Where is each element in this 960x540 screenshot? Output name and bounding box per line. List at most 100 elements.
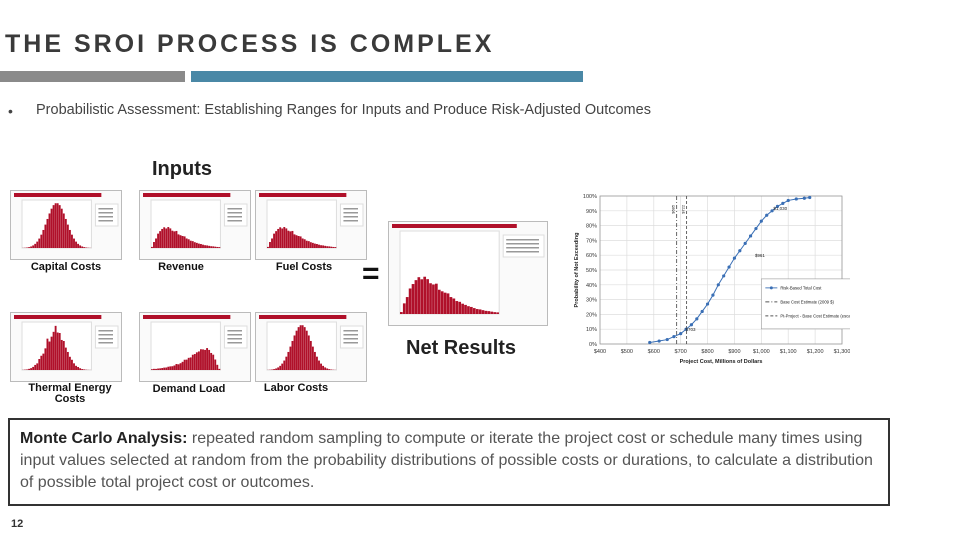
histogram-bar [167,227,170,248]
histogram-bar [289,346,292,370]
histogram-bar [193,242,196,248]
histogram-bar [60,339,63,370]
input-3-histogram [10,312,122,382]
monte-carlo-text: repeated random sampling to compute or i… [20,430,873,491]
histogram-bar [54,203,57,248]
histogram-bar [64,218,67,248]
y-tick-label: 70% [586,238,597,244]
histogram-bar [458,301,462,314]
curve-point [775,204,780,208]
y-tick-label: 30% [586,298,597,304]
curve-point [738,249,742,253]
histogram-bar [191,354,194,370]
histogram-bar [52,331,55,370]
histogram-bar [81,369,84,370]
histogram-bar [478,309,482,314]
curve-point [748,234,753,238]
legend-label: Pt-Project - Base Cost Estimate (escalat… [780,313,850,318]
histogram-bar [165,367,168,370]
input-0-histogram [10,190,122,260]
histogram-bar [71,359,73,370]
y-tick-label: 40% [586,283,597,289]
histogram-bar [79,245,82,248]
histogram-bar [202,349,204,370]
x-tick-label: $900 [728,349,740,355]
histogram-bar [316,356,318,370]
histogram-bar [157,368,160,370]
histogram-bar [273,233,276,248]
histogram-bar [77,366,80,370]
histogram-bar [470,306,473,314]
histogram-bar [426,279,429,314]
curve-point [770,209,774,213]
histogram-bar [295,330,298,370]
histogram-bar [64,347,67,370]
curve-point [689,323,694,327]
histogram-bar [155,238,157,248]
curve-point [665,337,669,342]
legend-marker [769,286,773,290]
histogram-bar [496,312,499,314]
histogram-bar [303,239,306,248]
input-panel-labor-costs [255,312,367,382]
histogram-bar [179,363,182,370]
probability-s-curve-chart: 0% 10% 20% 30% 40% 50% 60% 70% 80% 90% 100% $400 $50… [570,188,850,366]
histogram-bar [26,369,28,370]
histogram-bar [212,354,215,370]
histogram-bar [50,336,53,370]
y-tick-label: 90% [586,209,597,215]
input-5-histogram [255,312,367,382]
histogram-bar [487,311,491,314]
histogram-bar [301,238,304,248]
histogram-bar [467,306,470,314]
x-tick-label: $1,100 [780,349,797,355]
histogram-bar [73,363,75,370]
histogram-bar [171,366,174,370]
histogram-bar [320,363,322,370]
risk-based-total-cost-line [649,196,810,344]
histogram-bar [68,356,71,370]
x-tick-label: $800 [701,349,713,355]
histogram-bar [443,292,447,314]
y-tick-label: 60% [586,253,597,259]
histogram-bar [318,360,320,370]
histogram-bar [58,333,61,370]
curve-point [679,332,683,336]
histogram-bar [313,243,316,248]
histogram-bar [36,241,39,248]
input-4-histogram [139,312,251,382]
histogram-bar [328,246,331,248]
input-panel-revenue [139,190,251,260]
histogram-bar [320,245,322,248]
histogram-bar [189,240,192,248]
histogram-bar [73,238,75,248]
histogram-bar [195,242,198,248]
histogram-bar [328,369,331,370]
histogram-bar [171,230,174,248]
histogram-bar [301,325,304,370]
input-label-labor-costs: Labor Costs [263,382,329,394]
histogram-bar [279,227,282,248]
curve-point [802,196,806,200]
reference-annotation: $722 [681,204,686,214]
histogram-bar [402,303,406,314]
curve-point [794,197,798,201]
histogram-bar [484,310,488,314]
histogram-bar [183,359,186,370]
histogram-bar [197,351,200,370]
input-panel-demand-load [139,312,251,382]
histogram-bar [326,246,329,248]
histogram-bar [83,247,86,248]
histogram-bar [281,363,284,370]
histogram-bar [283,360,286,370]
histogram-bar [197,243,200,248]
histogram-bar [429,283,432,314]
histogram-bar [281,228,284,248]
curve-point [727,265,731,269]
y-tick-label: 20% [586,312,597,318]
curve-point [657,339,661,343]
curve-point [722,274,726,278]
curve-point [786,198,790,203]
histogram-bar [153,242,155,248]
histogram-bar [472,308,476,314]
